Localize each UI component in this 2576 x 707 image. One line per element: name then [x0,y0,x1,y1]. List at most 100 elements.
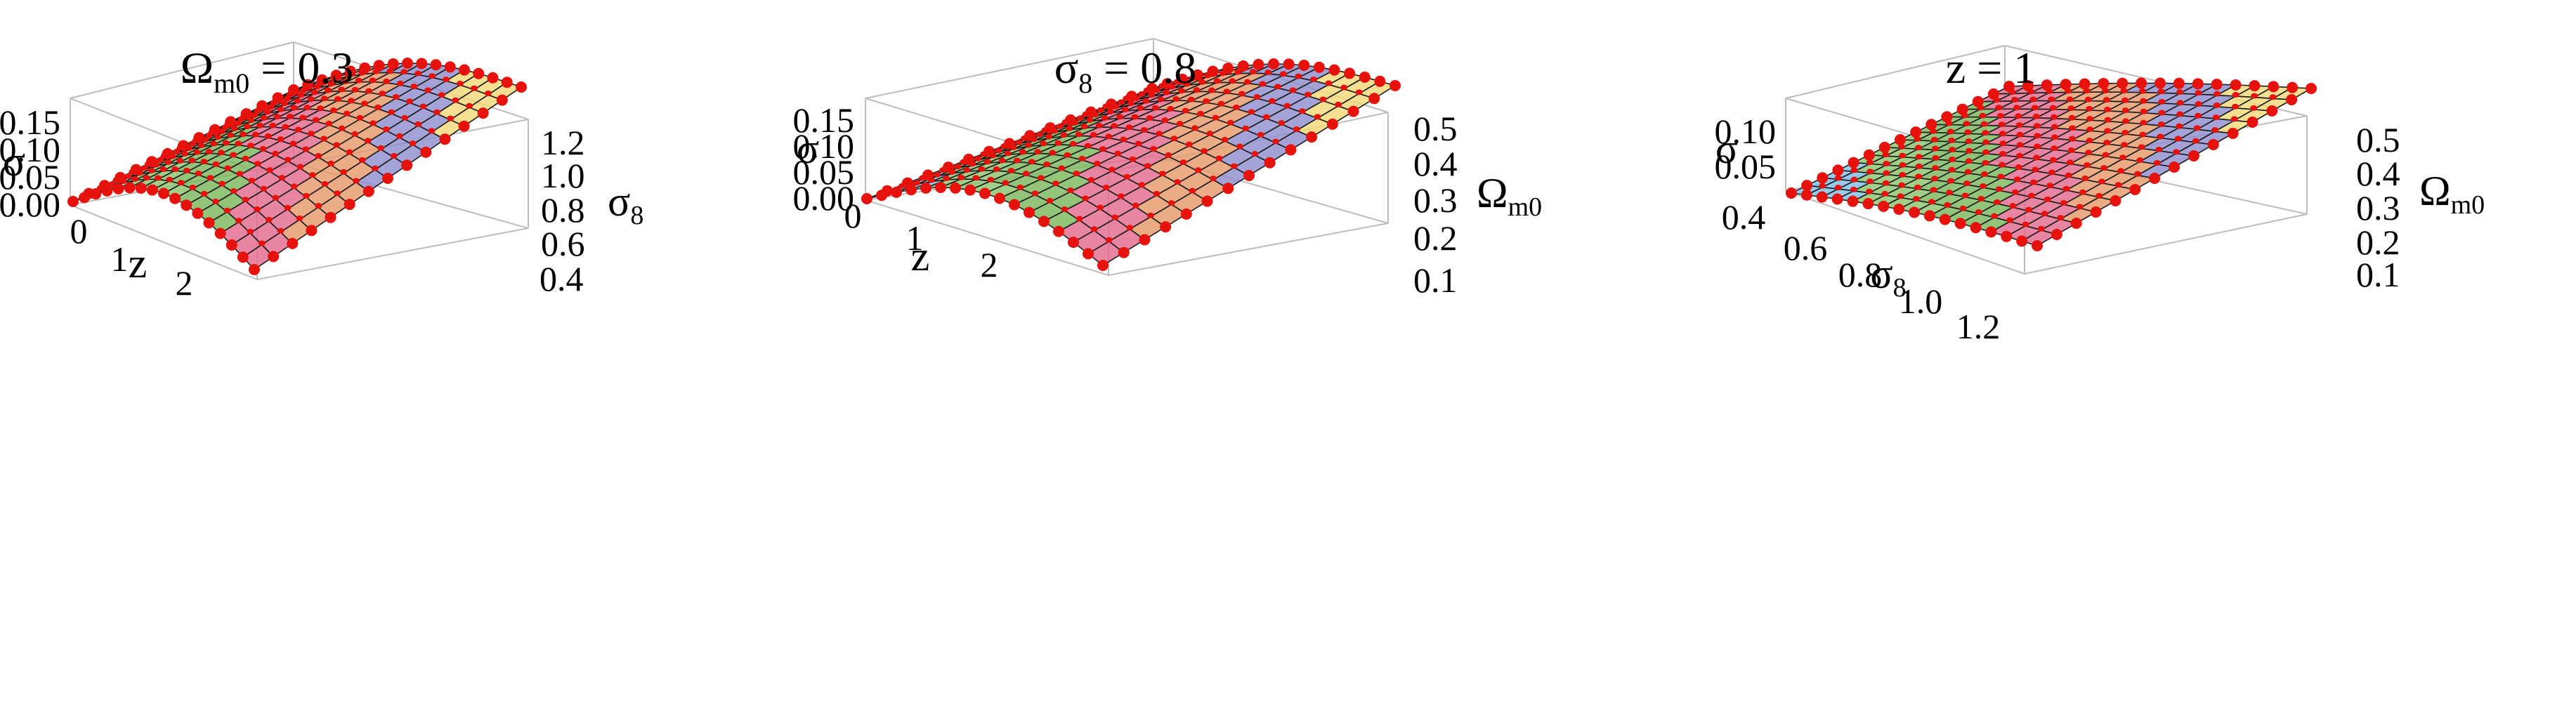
sample-point [158,187,169,199]
sample-point [1223,88,1231,95]
sample-point [891,186,902,198]
sample-point [243,124,251,130]
sample-point [2041,79,2053,91]
sample-point [1985,226,1997,238]
sample-point [1999,161,2006,168]
box-edge [1785,190,2025,275]
sample-point [1146,115,1153,121]
sample-point [2114,182,2122,188]
sample-point [957,174,965,180]
sample-point [247,117,255,124]
sample-point [2067,105,2075,112]
sample-point [1262,114,1270,120]
sample-point [1093,160,1101,166]
sample-point [2066,96,2074,103]
sample-point [2211,79,2223,91]
sample-point [1909,206,1920,218]
sample-point [230,152,237,158]
sample-point [501,77,513,88]
sample-point [2231,103,2239,110]
sample-point [1024,142,1032,148]
sample-point [1000,143,1008,150]
chart-title: Ωm0 = 0.3 [181,43,354,99]
sample-point [218,128,225,135]
sample-point [1910,126,1922,138]
axis2-tick-label: 0.1 [2356,255,2400,294]
sample-point [119,178,127,185]
axis2-tick-label: 0.5 [1413,109,1458,148]
sample-point [2068,114,2076,121]
sample-point [2173,149,2181,155]
sample-point [1217,100,1225,107]
sample-point [1979,112,1987,119]
box-edge [70,41,294,99]
sample-point [2176,100,2184,106]
sample-point [963,167,971,173]
sample-point [273,114,281,120]
sample-point [1328,64,1340,76]
sample-point [1932,165,1940,171]
sample-point [1947,178,1955,184]
sample-point [315,152,322,159]
sample-point [1313,61,1325,73]
sample-point [2098,178,2105,185]
sample-point [2060,79,2072,91]
sample-point [2009,203,2017,209]
sample-point [1080,124,1088,130]
sample-point [950,182,961,194]
sample-point [2051,145,2058,152]
sample-point [1304,91,1312,98]
sample-point [249,264,260,275]
sample-point [1866,178,1874,185]
sample-point [2157,121,2165,128]
sample-point [1185,141,1193,147]
sample-point [325,211,336,223]
sample-point [1964,169,1972,175]
sample-point [352,178,360,184]
sample-point [294,126,302,133]
sample-point [1142,98,1150,104]
sample-point [1817,172,1829,184]
sample-point [2286,94,2298,105]
axis2-tick-label: 0.8 [541,190,585,230]
sample-point [1923,210,1935,222]
sample-point [2003,81,2015,92]
sample-point [1073,171,1080,177]
sample-point [315,203,322,209]
sample-point [2046,183,2054,189]
sample-point [200,159,208,165]
sample-point [1066,125,1073,131]
sample-point [2049,105,2057,111]
sample-point [2051,124,2058,130]
sample-point [438,92,445,98]
sample-point [2067,159,2074,166]
sample-point [2157,133,2164,140]
sample-point [414,70,422,77]
sample-point [1147,212,1155,218]
sample-point [1187,96,1195,103]
sample-point [1997,173,2005,180]
sample-point [1222,62,1234,74]
sample-point [1932,154,1940,161]
sample-point [146,184,158,196]
sample-point [2032,240,2043,251]
sample-point [1831,193,1843,205]
sample-point [2158,98,2166,105]
sample-point [1108,166,1116,173]
sample-point [272,194,280,201]
sample-point [1227,119,1234,126]
sample-point [1278,120,1286,126]
axis2-tick-label: 1.2 [541,123,585,162]
sample-point [1049,150,1057,156]
sample-point [2033,154,2041,161]
sample-point [1019,149,1026,155]
sample-point [1219,70,1227,77]
sample-point [1189,75,1196,81]
sample-point [1126,225,1134,231]
sample-point [1102,185,1110,191]
sample-point [1881,190,1889,197]
sample-point [321,180,329,187]
sample-point [1289,87,1297,93]
sample-point [1819,183,1826,189]
sample-point [1165,152,1172,158]
